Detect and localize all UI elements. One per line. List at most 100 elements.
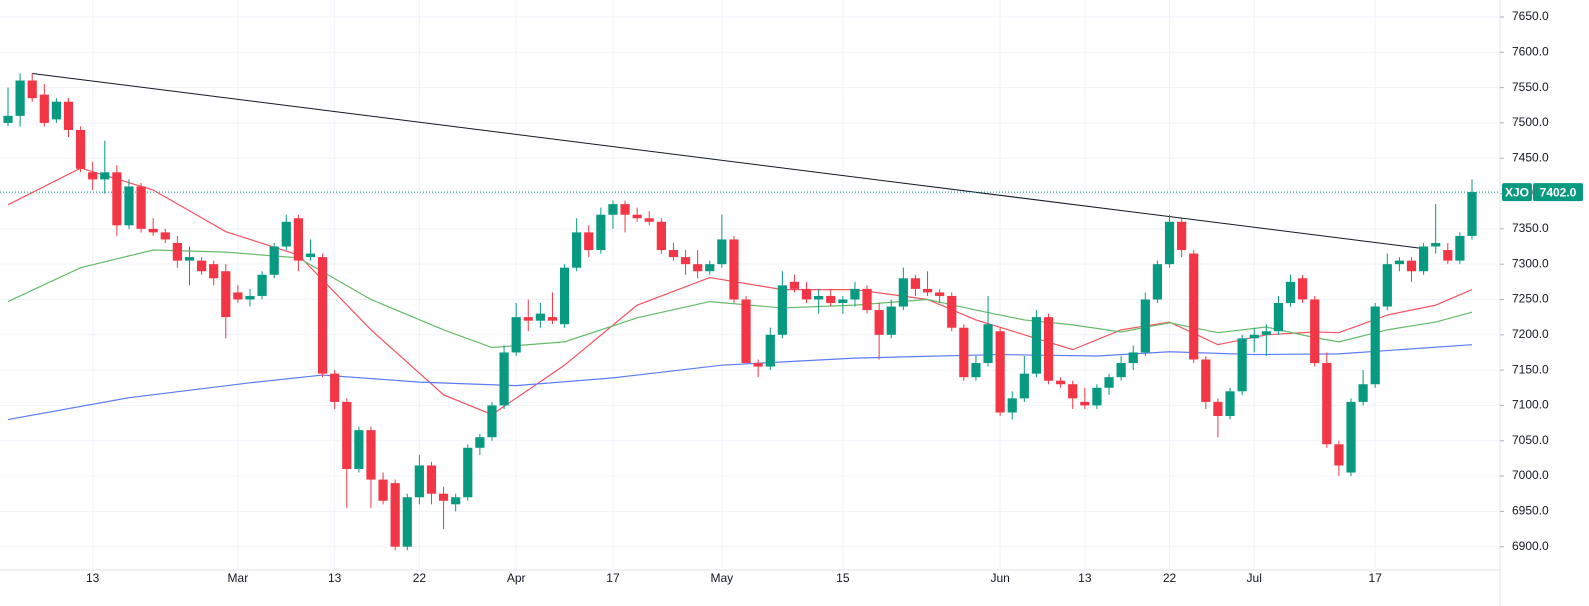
candle-body <box>656 221 666 251</box>
candle-body <box>838 299 848 304</box>
y-tick-label: 7300.0 <box>1512 256 1549 270</box>
candle-body <box>100 172 110 180</box>
y-tick-label: 7600.0 <box>1512 44 1549 58</box>
candle-body <box>693 264 703 272</box>
candle-body <box>729 239 739 300</box>
candle-body <box>293 218 303 261</box>
candle-body <box>451 497 461 505</box>
candle-body <box>971 363 981 378</box>
candle-body <box>814 295 824 300</box>
y-tick-label: 7200.0 <box>1512 327 1549 341</box>
candle-body <box>801 288 812 300</box>
candle-body <box>886 306 896 335</box>
candle-body <box>668 250 679 258</box>
candle-body <box>1322 363 1332 445</box>
candle-body <box>15 80 25 116</box>
candle-body <box>874 310 884 335</box>
candle-body <box>148 228 158 233</box>
candle-body <box>777 285 787 335</box>
candle-body <box>366 430 376 480</box>
candle-body <box>1382 264 1392 307</box>
candle-body <box>1273 303 1284 332</box>
candle-body <box>632 214 642 219</box>
overlays <box>0 72 1500 421</box>
candle-body <box>1031 317 1042 374</box>
candle-body <box>523 317 533 321</box>
candle-body <box>1443 250 1453 261</box>
y-tick-label: 7550.0 <box>1512 80 1549 94</box>
moving-average <box>7 167 1473 416</box>
x-tick-label: 13 <box>86 571 100 585</box>
candle-body <box>765 334 775 367</box>
candle-body <box>559 267 570 325</box>
candle-body <box>1237 338 1247 392</box>
x-tick-label: 17 <box>1369 571 1383 585</box>
candle-body <box>1104 377 1114 388</box>
candle-body <box>305 253 316 258</box>
candle-body <box>257 274 267 296</box>
candle-body <box>826 295 836 304</box>
candle-body <box>75 129 86 169</box>
candle-body <box>535 313 545 321</box>
y-tick-label: 6900.0 <box>1512 539 1549 553</box>
x-tick-label: 13 <box>328 571 342 585</box>
candle-body <box>620 204 630 215</box>
candle-body <box>789 281 800 289</box>
candle-body <box>717 239 727 265</box>
candle-body <box>1068 384 1078 399</box>
candle-body <box>1177 221 1187 251</box>
candle-body <box>196 260 207 272</box>
candle-body <box>644 218 654 222</box>
moving-average <box>7 344 1473 421</box>
candle-body <box>1116 363 1126 378</box>
candle-body <box>910 278 921 289</box>
y-tick-label: 7350.0 <box>1512 221 1549 235</box>
candle-body <box>947 295 957 328</box>
x-tick-label: Jun <box>990 571 1009 585</box>
x-tick-label: 15 <box>836 571 850 585</box>
candle-body <box>850 288 860 300</box>
y-tick-label: 7050.0 <box>1512 433 1549 447</box>
candle-body <box>1092 387 1102 406</box>
candle-body <box>1310 299 1320 364</box>
candle-body <box>172 242 182 261</box>
candle-body <box>705 264 715 272</box>
candle-body <box>1019 373 1029 399</box>
candle-body <box>330 373 340 402</box>
candle-body <box>922 288 933 293</box>
candle-body <box>426 465 437 494</box>
candle-body <box>753 363 763 367</box>
candle-body <box>39 94 49 123</box>
x-tick-label: 17 <box>606 571 620 585</box>
candle-body <box>390 483 400 547</box>
candle-body <box>983 324 993 364</box>
candle-body <box>596 214 606 251</box>
candle-body <box>741 299 751 364</box>
candle-body <box>438 493 449 501</box>
candle-body <box>51 101 61 120</box>
candle-body <box>1201 359 1211 402</box>
candle-body <box>499 352 509 406</box>
candle-body <box>1043 317 1054 381</box>
candle-body <box>584 232 594 251</box>
candle-body <box>935 292 945 296</box>
y-tick-label: 7450.0 <box>1512 150 1549 164</box>
x-tick-label: Apr <box>507 571 526 585</box>
candles <box>3 73 1477 551</box>
candle-body <box>88 172 98 180</box>
candle-body <box>136 186 146 229</box>
candle-body <box>124 186 134 226</box>
candle-body <box>245 295 255 300</box>
candle-body <box>1080 401 1090 406</box>
x-tick-label: Mar <box>228 571 249 585</box>
price-label: 7402.0 <box>1540 185 1577 199</box>
candle-body <box>1358 384 1368 402</box>
candle-body <box>1394 260 1405 265</box>
y-tick-label: 7250.0 <box>1512 292 1549 306</box>
candle-body <box>1431 242 1441 247</box>
candle-body <box>1334 444 1344 466</box>
y-tick-label: 7650.0 <box>1512 9 1549 23</box>
candle-body <box>511 317 521 353</box>
y-tick-label: 7500.0 <box>1512 115 1549 129</box>
